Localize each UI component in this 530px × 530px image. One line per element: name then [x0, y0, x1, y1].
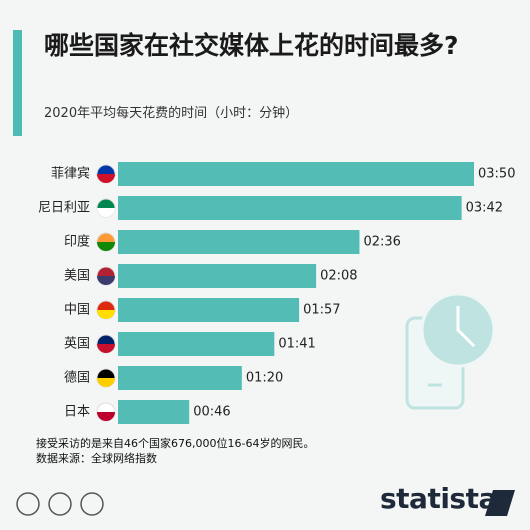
- flag-detail: [97, 276, 115, 285]
- category-label: 英国: [64, 337, 90, 352]
- bar: [118, 196, 462, 220]
- bar: [118, 264, 317, 288]
- value-label: 01:41: [278, 337, 315, 352]
- brand: statista: [380, 482, 497, 515]
- value-label: 02:08: [320, 269, 357, 284]
- value-label: 02:36: [363, 235, 400, 250]
- category-label: 菲律宾: [51, 166, 90, 182]
- bar: [118, 332, 275, 356]
- flag-detail: [97, 344, 115, 353]
- bar: [118, 162, 474, 186]
- bar: [118, 230, 360, 254]
- chart-subtitle: 2020年平均每天花费的时间（小时：分钟）: [44, 106, 299, 121]
- flag-detail: [97, 412, 115, 421]
- note: 接受采访的是来自46个国家676,000位16-64岁的网民。: [36, 437, 315, 450]
- value-label: 03:42: [466, 201, 503, 216]
- bar: [118, 298, 300, 322]
- category-label: 尼日利亚: [38, 201, 90, 216]
- category-label: 日本: [64, 405, 90, 420]
- bar: [118, 400, 190, 424]
- value-label: 00:46: [193, 405, 230, 420]
- value-label: 01:20: [246, 371, 283, 386]
- footnote: 接受采访的是来自46个国家676,000位16-64岁的网民。 数据来源：全球网…: [36, 436, 314, 466]
- bar: [118, 366, 242, 390]
- flag-detail: [97, 310, 115, 319]
- flag-detail: [97, 378, 115, 387]
- category-label: 德国: [64, 371, 90, 386]
- chart-title: 哪些国家在社交媒体上花的时间最多?: [44, 31, 459, 60]
- category-label: 印度: [64, 234, 90, 250]
- source: 数据来源：全球网络指数: [36, 452, 157, 465]
- flag-detail: [97, 208, 115, 217]
- flag-detail: [97, 174, 115, 183]
- footer-icons: [16, 492, 104, 516]
- accent-bar: [13, 30, 22, 136]
- category-label: 美国: [64, 269, 90, 284]
- decor-icon: [405, 292, 496, 410]
- value-label: 03:50: [478, 167, 515, 182]
- logo-mark: [485, 490, 515, 516]
- category-label: 中国: [64, 303, 90, 318]
- flag-detail: [97, 242, 115, 251]
- value-label: 01:57: [303, 303, 340, 318]
